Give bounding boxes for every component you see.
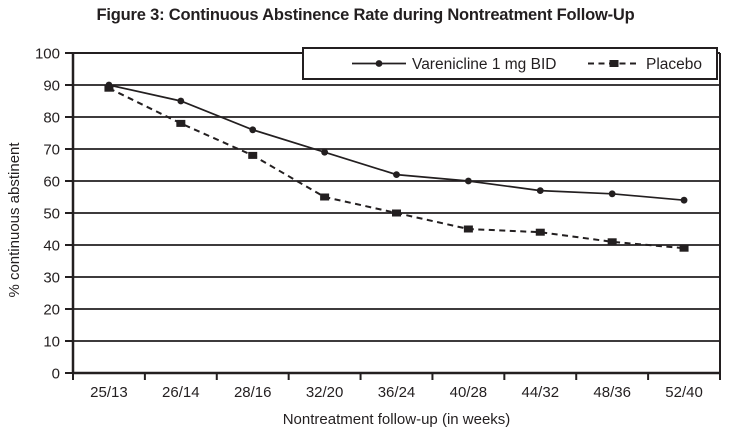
data-point-varenicline-1-mg-bid-40/28 xyxy=(464,177,472,185)
data-point-varenicline-1-mg-bid-28/16 xyxy=(249,126,257,134)
y-axis-title: % continuous abstinent xyxy=(6,142,23,298)
data-point-placebo-32/20 xyxy=(320,193,330,201)
y-tick-label-90: 90 xyxy=(43,77,60,94)
data-point-varenicline-1-mg-bid-48/36 xyxy=(608,190,616,198)
y-tick-label-20: 20 xyxy=(43,301,60,318)
x-tick-label-6: 44/32 xyxy=(522,384,560,401)
y-tick-label-40: 40 xyxy=(43,237,60,254)
data-point-placebo-40/28 xyxy=(463,225,473,233)
data-point-placebo-28/16 xyxy=(248,151,258,159)
y-tick-label-100: 100 xyxy=(35,45,60,62)
y-tick-label-30: 30 xyxy=(43,269,60,286)
data-point-placebo-26/14 xyxy=(176,119,186,127)
y-tick-label-70: 70 xyxy=(43,141,60,158)
x-tick-label-3: 32/20 xyxy=(306,384,344,401)
x-tick-label-5: 40/28 xyxy=(450,384,488,401)
legend-marker-square xyxy=(609,60,619,67)
x-axis-title: Nontreatment follow-up (in weeks) xyxy=(283,411,511,428)
data-point-varenicline-1-mg-bid-32/20 xyxy=(321,148,329,156)
data-point-placebo-52/40 xyxy=(679,244,689,252)
data-point-varenicline-1-mg-bid-36/24 xyxy=(393,171,400,179)
y-tick-label-0: 0 xyxy=(52,365,60,382)
series-line-placebo xyxy=(108,87,685,250)
legend-label-varenicline: Varenicline 1 mg BID xyxy=(412,56,556,73)
x-tick-label-0: 25/13 xyxy=(90,384,128,401)
y-tick-label-50: 50 xyxy=(43,205,60,222)
x-tick-label-7: 48/36 xyxy=(593,384,631,401)
x-tick-label-2: 28/16 xyxy=(234,384,272,401)
y-tick-label-10: 10 xyxy=(43,333,60,350)
legend-label-placebo: Placebo xyxy=(646,56,702,73)
data-point-varenicline-1-mg-bid-26/14 xyxy=(177,97,185,105)
data-point-placebo-36/24 xyxy=(392,209,401,217)
data-point-placebo-48/36 xyxy=(607,238,617,246)
x-tick-label-1: 26/14 xyxy=(162,384,200,401)
data-point-varenicline-1-mg-bid-52/40 xyxy=(680,196,688,204)
data-point-varenicline-1-mg-bid-44/32 xyxy=(536,187,544,195)
chart-title: Figure 3: Continuous Abstinence Rate dur… xyxy=(96,6,635,24)
legend-marker-circle xyxy=(375,60,383,67)
series-line-varenicline-1-mg-bid xyxy=(108,84,685,202)
y-tick-label-80: 80 xyxy=(43,109,60,126)
x-tick-label-8: 52/40 xyxy=(665,384,703,401)
y-tick-label-60: 60 xyxy=(43,173,60,190)
data-point-placebo-25/13 xyxy=(104,84,114,92)
x-tick-label-4: 36/24 xyxy=(378,384,416,401)
data-point-placebo-44/32 xyxy=(535,228,545,236)
